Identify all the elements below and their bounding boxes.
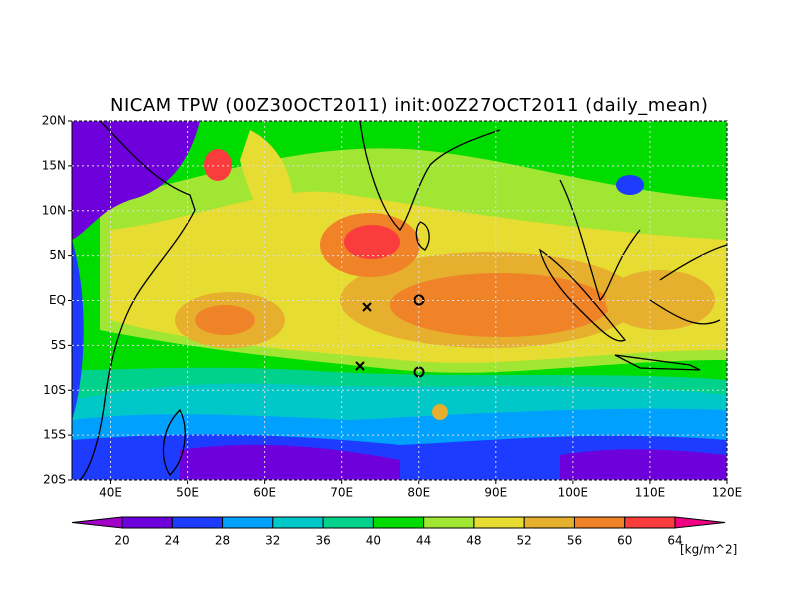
lat-tick-label: 10N <box>42 203 66 217</box>
lon-tick-label: 50E <box>176 486 199 500</box>
lon-tick-label: 90E <box>484 486 507 500</box>
lat-tick-label: 15S <box>43 428 66 442</box>
colorbar-label: 24 <box>165 534 180 548</box>
colorbar-box <box>322 516 374 529</box>
colorbar-label: 36 <box>315 534 330 548</box>
colorbar-box <box>372 516 425 529</box>
colorbar-label: 56 <box>567 534 582 548</box>
lat-tick-label: 10S <box>43 383 66 397</box>
lat-tick-label: 20N <box>42 114 66 128</box>
colorbar-box <box>624 516 676 529</box>
colorbar-label: 20 <box>114 534 129 548</box>
colorbar-label: 52 <box>517 534 532 548</box>
colorbar-label: 40 <box>366 534 381 548</box>
colorbar-box <box>523 516 575 529</box>
lat-tick-label: 5S <box>51 338 66 352</box>
colorbar-label: 28 <box>215 534 230 548</box>
colorbar-label: 32 <box>265 534 280 548</box>
lat-tick-label: 5N <box>49 248 66 262</box>
colorbar-box <box>121 516 173 529</box>
lat-tick-label: EQ <box>49 293 66 307</box>
field <box>72 121 727 480</box>
colorbar-box <box>423 516 475 529</box>
colorbar-label: 64 <box>667 534 682 548</box>
lon-tick-label: 110E <box>635 486 666 500</box>
colorbar-box <box>222 516 274 529</box>
colorbar-box <box>171 516 224 529</box>
colorbar-unit: [kg/m^2] <box>680 543 737 557</box>
lon-tick-label: 100E <box>558 486 589 500</box>
lon-tick-label: 70E <box>330 486 353 500</box>
colorbar-box <box>473 516 525 529</box>
lon-tick-label: 40E <box>99 486 122 500</box>
lat-tick-label: 15N <box>42 158 66 172</box>
lon-tick-label: 80E <box>407 486 430 500</box>
colorbar-label: 60 <box>617 534 632 548</box>
colorbar-box <box>272 516 324 529</box>
colorbar-label: 48 <box>466 534 481 548</box>
lat-tick-label: 20S <box>43 473 66 487</box>
colorbar-extend-low <box>71 516 123 529</box>
lon-tick-label: 120E <box>712 486 743 500</box>
colorbar-extend-high <box>674 516 726 529</box>
map-title: NICAM TPW (00Z30OCT2011) init:00Z27OCT20… <box>110 95 708 116</box>
colorbar-box <box>573 516 626 529</box>
colorbar-label: 44 <box>416 534 431 548</box>
lon-tick-label: 60E <box>253 486 276 500</box>
